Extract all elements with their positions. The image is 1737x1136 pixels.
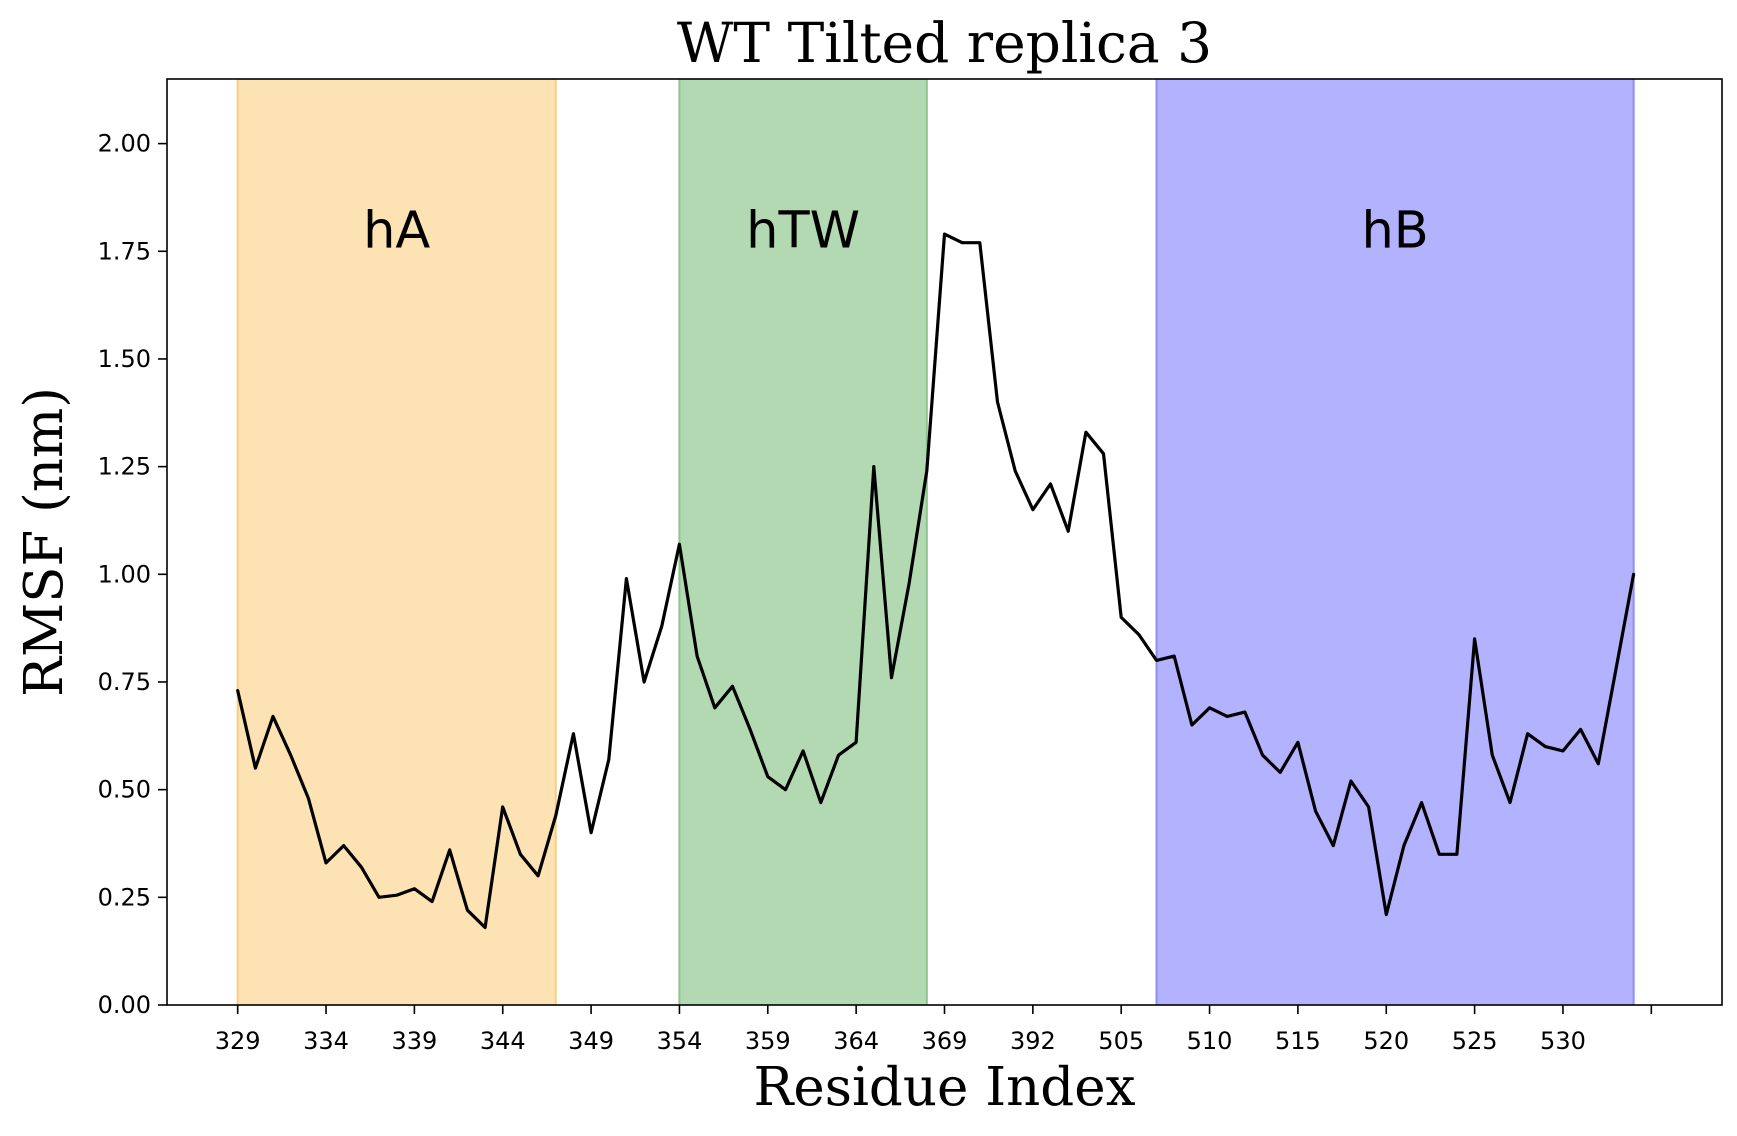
x-tick-label: 525: [1452, 1027, 1498, 1055]
region-label-hB: hB: [1361, 202, 1428, 261]
y-axis-label: RMSF (nm): [14, 387, 75, 697]
region-hB: [1156, 79, 1634, 1005]
y-tick-label: 2.00: [98, 130, 151, 158]
y-tick-label: 1.50: [98, 345, 151, 373]
x-tick-label: 515: [1275, 1027, 1321, 1055]
x-tick-label: 339: [391, 1027, 437, 1055]
y-tick-label: 1.00: [98, 560, 151, 588]
y-tick-label: 1.75: [98, 237, 151, 265]
x-tick-label: 354: [657, 1027, 703, 1055]
x-axis-ticks: 329 334 339 344 349 354 359 364 369 392 505 510 515 5…: [215, 1005, 1653, 1055]
x-tick-label: 359: [745, 1027, 791, 1055]
x-tick-label: 349: [568, 1027, 614, 1055]
y-tick-label: 0.75: [98, 668, 151, 696]
y-axis-ticks: 0.00 0.25 0.50 0.75 1.00 1.25 1.50 1.75 2.00: [98, 130, 167, 1019]
y-tick-label: 0.00: [98, 991, 151, 1019]
chart-title: WT Tilted replica 3: [677, 11, 1212, 75]
x-tick-label: 334: [303, 1027, 349, 1055]
x-tick-label: 520: [1363, 1027, 1409, 1055]
x-tick-label: 369: [922, 1027, 968, 1055]
x-tick-label: 392: [1010, 1027, 1056, 1055]
x-tick-label: 530: [1540, 1027, 1586, 1055]
highlight-regions: [236, 79, 1635, 1005]
x-tick-label: 344: [480, 1027, 526, 1055]
rmsf-line: [236, 232, 1636, 930]
region-hA: [237, 79, 556, 1005]
region-labels: hA hTW hB: [363, 202, 1429, 261]
y-tick-label: 1.25: [98, 453, 151, 481]
y-tick-label: 0.50: [98, 776, 151, 804]
x-tick-label: 329: [215, 1027, 261, 1055]
x-axis-label: Residue Index: [754, 1057, 1136, 1118]
x-tick-label: 505: [1098, 1027, 1144, 1055]
region-hTW: [679, 79, 927, 1005]
x-tick-label: 364: [833, 1027, 879, 1055]
series-layer: [236, 232, 1636, 930]
region-label-hA: hA: [363, 202, 430, 261]
y-tick-label: 0.25: [98, 883, 151, 911]
x-tick-label: 510: [1187, 1027, 1233, 1055]
region-label-hTW: hTW: [746, 202, 860, 261]
